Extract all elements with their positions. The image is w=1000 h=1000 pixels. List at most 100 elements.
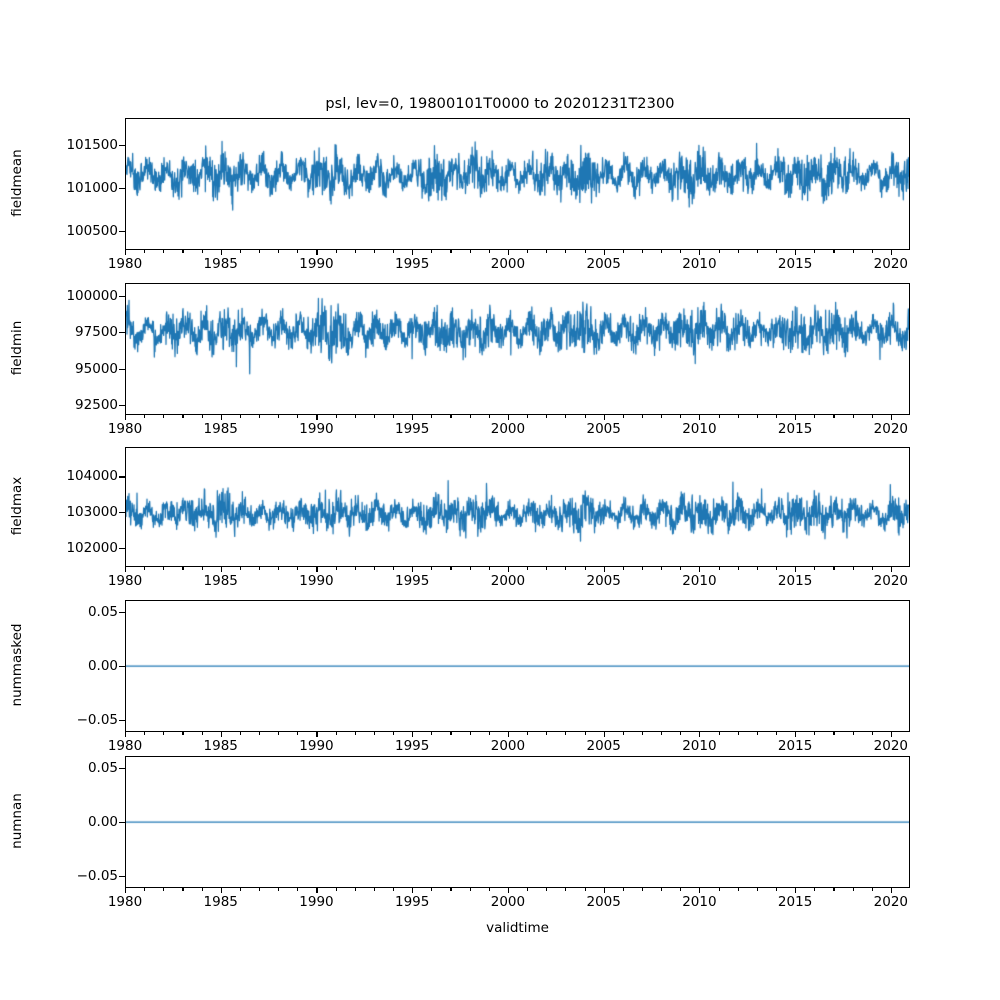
x-tick-mark-minor [278, 731, 280, 735]
x-tick-label: 1995 [395, 894, 430, 910]
x-tick-label: 2020 [873, 421, 909, 437]
x-tick-label: 1980 [107, 256, 143, 272]
y-tick-label: 103000 [66, 503, 118, 520]
x-tick-mark-minor [469, 731, 471, 735]
x-tick-mark-major [316, 887, 318, 893]
y-tick-label: 0.05 [87, 759, 118, 776]
subplot-fieldmean [125, 118, 910, 250]
subplot-fieldmax [125, 447, 910, 567]
x-tick-mark-minor [431, 566, 433, 570]
x-tick-mark-minor [393, 414, 395, 418]
x-tick-mark-minor [546, 249, 548, 253]
x-tick-mark-major [125, 249, 127, 255]
x-tick-mark-minor [297, 731, 299, 735]
x-tick-mark-minor [335, 414, 337, 418]
x-tick-mark-minor [354, 887, 356, 891]
x-tick-mark-minor [680, 414, 682, 418]
x-tick-mark-minor [354, 566, 356, 570]
x-tick-mark-minor [833, 887, 835, 891]
x-tick-mark-minor [297, 887, 299, 891]
x-tick-label: 2005 [586, 421, 621, 437]
x-tick-label: 1985 [203, 421, 238, 437]
x-tick-mark-minor [431, 887, 433, 891]
x-tick-mark-minor [546, 887, 548, 891]
subplot-fieldmin [125, 283, 910, 415]
x-tick-mark-minor [431, 414, 433, 418]
x-tick-mark-minor [201, 249, 203, 253]
x-tick-mark-minor [775, 414, 778, 418]
y-tick-label: 104000 [66, 468, 118, 485]
x-tick-mark-minor [680, 249, 682, 253]
x-tick-mark-minor [775, 731, 778, 735]
x-tick-mark-major [603, 731, 605, 737]
y-tick-mark [119, 767, 125, 769]
x-tick-label: 1995 [395, 573, 430, 589]
y-tick-mark [119, 187, 125, 189]
series-plot-fieldmin [126, 284, 909, 414]
x-tick-mark-minor [239, 887, 241, 891]
y-tick-mark [119, 332, 125, 334]
x-tick-mark-minor [852, 249, 854, 253]
x-tick-mark-minor [622, 731, 624, 735]
y-tick-label: 100000 [66, 287, 118, 304]
x-tick-label: 1990 [299, 738, 334, 754]
x-tick-mark-minor [756, 414, 758, 418]
y-tick-mark [119, 476, 125, 478]
y-axis-label-fieldmean: fieldmean [9, 149, 25, 217]
x-tick-mark-minor [239, 414, 241, 418]
x-tick-mark-minor [163, 731, 165, 735]
x-tick-mark-minor [833, 731, 835, 735]
x-tick-label: 2010 [682, 421, 717, 437]
series-plot-fieldmax [126, 448, 909, 566]
x-tick-mark-minor [182, 731, 184, 735]
x-tick-label: 2010 [682, 573, 717, 589]
x-tick-mark-minor [756, 887, 758, 891]
y-tick-mark [119, 547, 125, 549]
x-tick-mark-major [412, 887, 414, 893]
x-tick-mark-minor [469, 249, 471, 253]
x-tick-mark-minor [144, 249, 146, 253]
x-tick-label: 1990 [299, 573, 334, 589]
x-tick-mark-major [699, 731, 701, 737]
x-tick-mark-minor [527, 887, 529, 891]
x-tick-mark-minor [488, 566, 490, 570]
x-tick-label: 2020 [873, 256, 909, 272]
x-tick-label: 1985 [203, 894, 238, 910]
x-tick-mark-minor [852, 566, 854, 570]
x-tick-mark-minor [259, 566, 261, 570]
x-tick-mark-minor [814, 731, 816, 735]
x-tick-mark-minor [239, 249, 241, 253]
x-tick-mark-minor [622, 887, 624, 891]
x-tick-mark-minor [259, 731, 261, 735]
x-tick-mark-minor [737, 249, 739, 253]
x-tick-mark-minor [297, 414, 299, 418]
y-tick-label: 100500 [66, 222, 118, 239]
x-tick-mark-minor [182, 249, 184, 253]
x-tick-mark-minor [661, 731, 663, 735]
x-tick-mark-minor [661, 414, 663, 418]
x-tick-mark-minor [354, 414, 356, 418]
x-tick-mark-minor [584, 566, 586, 570]
x-tick-mark-minor [259, 249, 261, 253]
x-tick-mark-major [316, 249, 318, 255]
x-tick-mark-major [795, 731, 797, 737]
x-tick-mark-major [125, 414, 127, 420]
x-tick-mark-minor [584, 249, 586, 253]
x-tick-mark-minor [527, 731, 529, 735]
x-tick-mark-minor [144, 414, 146, 418]
series-plot-numnan [126, 757, 909, 887]
x-tick-mark-minor [182, 414, 184, 418]
x-tick-mark-minor [852, 731, 854, 735]
x-tick-label: 1995 [395, 421, 430, 437]
x-tick-mark-major [890, 731, 892, 737]
subplot-numnan [125, 756, 910, 888]
x-tick-mark-minor [469, 414, 471, 418]
x-tick-mark-minor [775, 249, 778, 253]
x-tick-label: 2010 [682, 894, 717, 910]
x-tick-mark-minor [335, 249, 337, 253]
x-tick-mark-major [125, 566, 127, 572]
x-tick-mark-minor [546, 414, 548, 418]
x-tick-mark-minor [756, 731, 758, 735]
x-tick-label: 2010 [682, 738, 717, 754]
x-tick-mark-minor [680, 887, 682, 891]
